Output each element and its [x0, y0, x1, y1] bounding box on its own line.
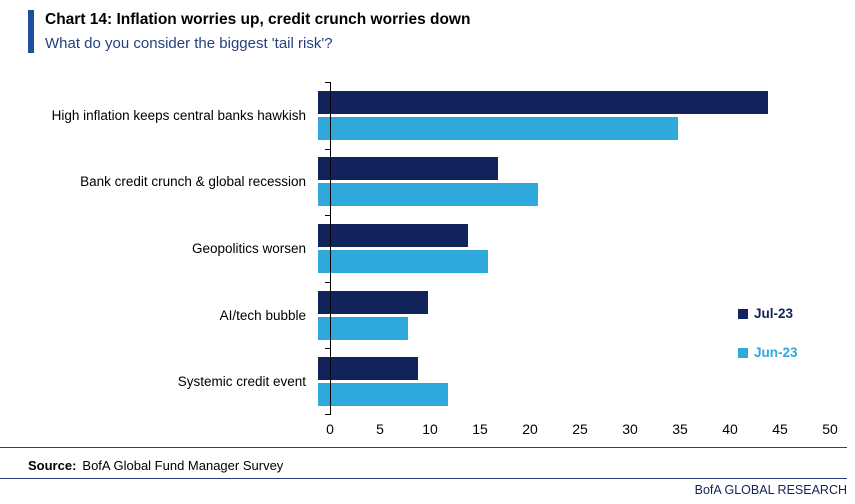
source-line: Source: BofA Global Fund Manager Survey: [28, 458, 283, 473]
x-axis: 0 5 10 15 20 25 30 35 40 45 50: [0, 421, 855, 441]
legend-item-jul-23: Jul-23: [738, 306, 798, 321]
bar-jul-23: [318, 157, 498, 181]
legend-label: Jul-23: [754, 306, 794, 321]
category-group: Geopolitics worsen: [0, 215, 830, 282]
bar-jun-23: [318, 183, 538, 207]
footer-divider-top: [0, 447, 847, 448]
bar-jun-23: [318, 316, 408, 340]
bar-pair: [318, 149, 818, 216]
category-group: Systemic credit event: [0, 348, 830, 415]
bar-jul-23: [318, 223, 468, 247]
branding-text: BofA GLOBAL RESEARCH: [694, 483, 847, 497]
plot-area: High inflation keeps central banks hawki…: [0, 82, 830, 415]
category-group: High inflation keeps central banks hawki…: [0, 82, 830, 149]
bar-pair: [318, 215, 818, 282]
footer-divider-bottom: [0, 478, 847, 479]
y-axis-line: [330, 82, 331, 415]
x-tick-label: 10: [422, 421, 438, 437]
category-label: AI/tech bubble: [219, 307, 306, 323]
legend: Jul-23 Jun-23: [738, 306, 798, 360]
x-tick-label: 50: [822, 421, 838, 437]
legend-swatch-icon: [738, 347, 748, 358]
bar-jun-23: [318, 383, 448, 407]
x-tick-label: 35: [672, 421, 688, 437]
category-group: Bank credit crunch & global recession: [0, 149, 830, 216]
bar-pair: [318, 282, 818, 349]
chart-subtitle: What do you consider the biggest 'tail r…: [45, 34, 333, 52]
y-axis-tick: [325, 82, 330, 83]
chart-header: Chart 14: Inflation worries up, credit c…: [28, 10, 470, 54]
y-axis-tick: [325, 414, 330, 415]
category-label: High inflation keeps central banks hawki…: [51, 107, 306, 123]
legend-label: Jun-23: [754, 345, 798, 360]
bar-jun-23: [318, 116, 678, 140]
x-tick-label: 20: [522, 421, 538, 437]
bar-pair: [318, 348, 818, 415]
y-axis-tick: [325, 281, 330, 283]
x-tick-label: 0: [326, 421, 334, 437]
x-tick-label: 40: [722, 421, 738, 437]
x-tick-label: 30: [622, 421, 638, 437]
bar-jul-23: [318, 90, 768, 114]
category-label: Bank credit crunch & global recession: [80, 174, 306, 190]
source-label: Source:: [28, 458, 77, 473]
bar-jul-23: [318, 357, 418, 381]
title-block: Chart 14: Inflation worries up, credit c…: [45, 10, 470, 53]
x-tick-label: 45: [772, 421, 788, 437]
bar-jun-23: [318, 249, 488, 273]
category-label: Geopolitics worsen: [191, 240, 306, 256]
category-group: AI/tech bubble: [0, 282, 830, 349]
legend-swatch-icon: [738, 308, 748, 319]
y-axis-tick: [325, 148, 330, 150]
y-axis-tick: [325, 348, 330, 350]
x-tick-label: 25: [572, 421, 588, 437]
bar-jul-23: [318, 290, 428, 314]
x-tick-label: 15: [472, 421, 488, 437]
x-tick-label: 5: [376, 421, 384, 437]
title-accent-bar: [28, 10, 34, 54]
legend-item-jun-23: Jun-23: [738, 345, 798, 360]
category-label: Systemic credit event: [177, 374, 306, 390]
y-axis-tick: [325, 215, 330, 217]
source-text: BofA Global Fund Manager Survey: [82, 458, 284, 473]
chart-title: Chart 14: Inflation worries up, credit c…: [45, 11, 471, 28]
bar-pair: [318, 82, 818, 149]
